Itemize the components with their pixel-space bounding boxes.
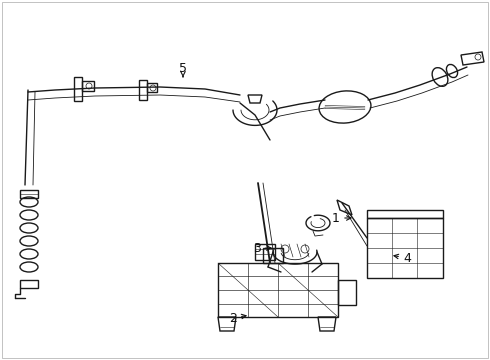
Text: 3: 3 — [253, 242, 261, 255]
Text: 1: 1 — [332, 212, 340, 225]
Text: 4: 4 — [403, 252, 411, 265]
Text: 2: 2 — [229, 311, 237, 324]
Text: 5: 5 — [179, 62, 187, 75]
